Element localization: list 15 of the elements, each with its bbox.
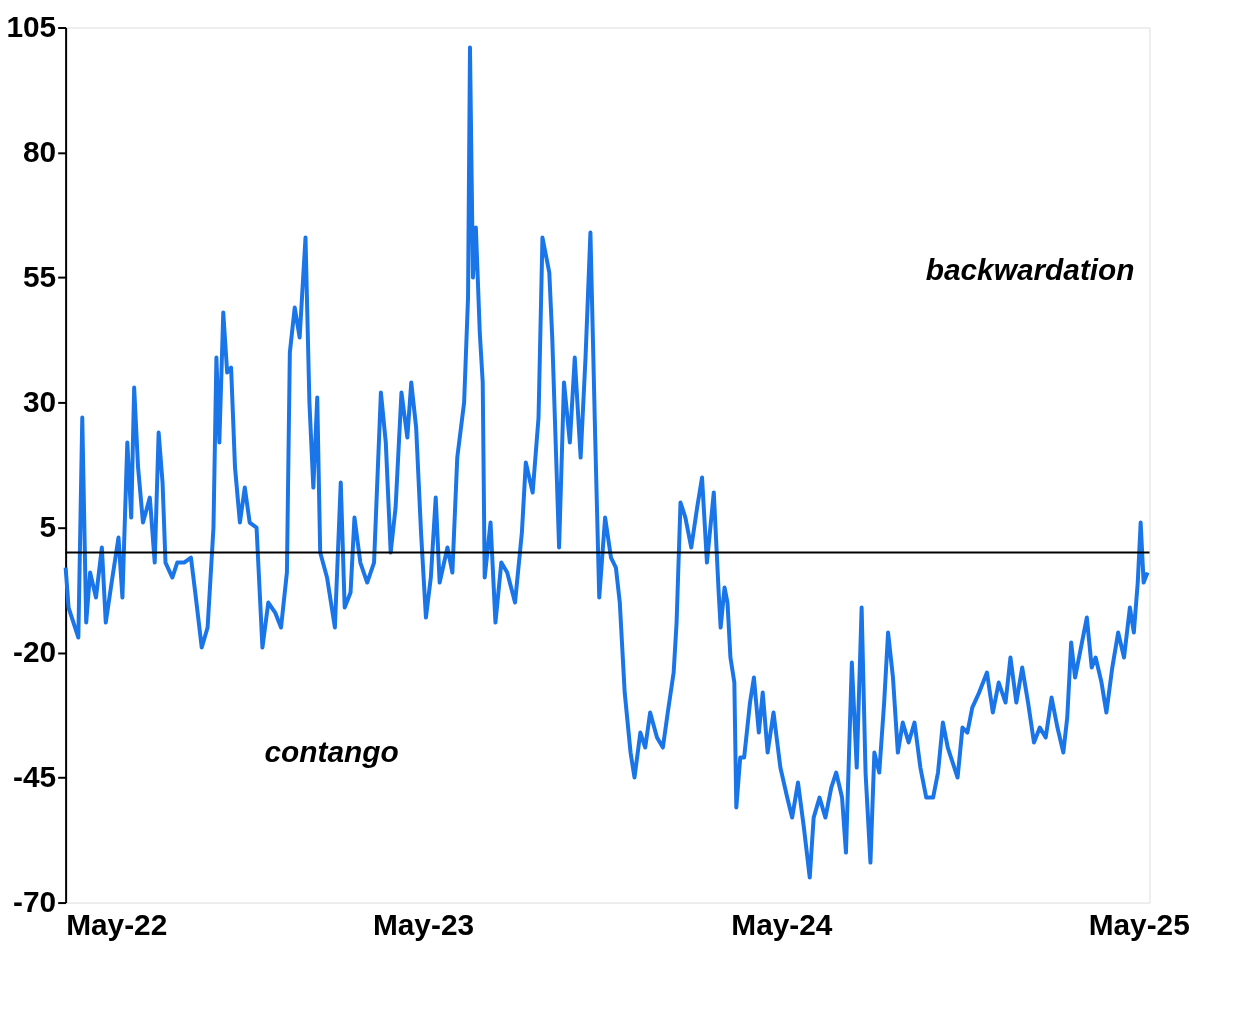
x-tick-label: May-22 [66, 907, 168, 941]
x-tick-label: May-24 [731, 907, 833, 941]
y-tick-label: -70 [13, 885, 57, 919]
y-tick-label: 5 [39, 510, 57, 543]
x-tick-label: May-23 [372, 907, 475, 941]
line-series [63, 45, 1150, 880]
y-tick-label: 30 [22, 384, 57, 418]
annotation: contango [264, 735, 399, 769]
annotation: backwardation [925, 253, 1135, 287]
y-tick-label: 80 [22, 134, 57, 168]
x-tick-label: May-25 [1088, 907, 1190, 941]
y-tick-label: -45 [13, 760, 57, 794]
y-tick-label: -20 [13, 635, 57, 669]
y-tick-label: 105 [6, 9, 57, 43]
y-tick-label: 55 [22, 259, 57, 293]
